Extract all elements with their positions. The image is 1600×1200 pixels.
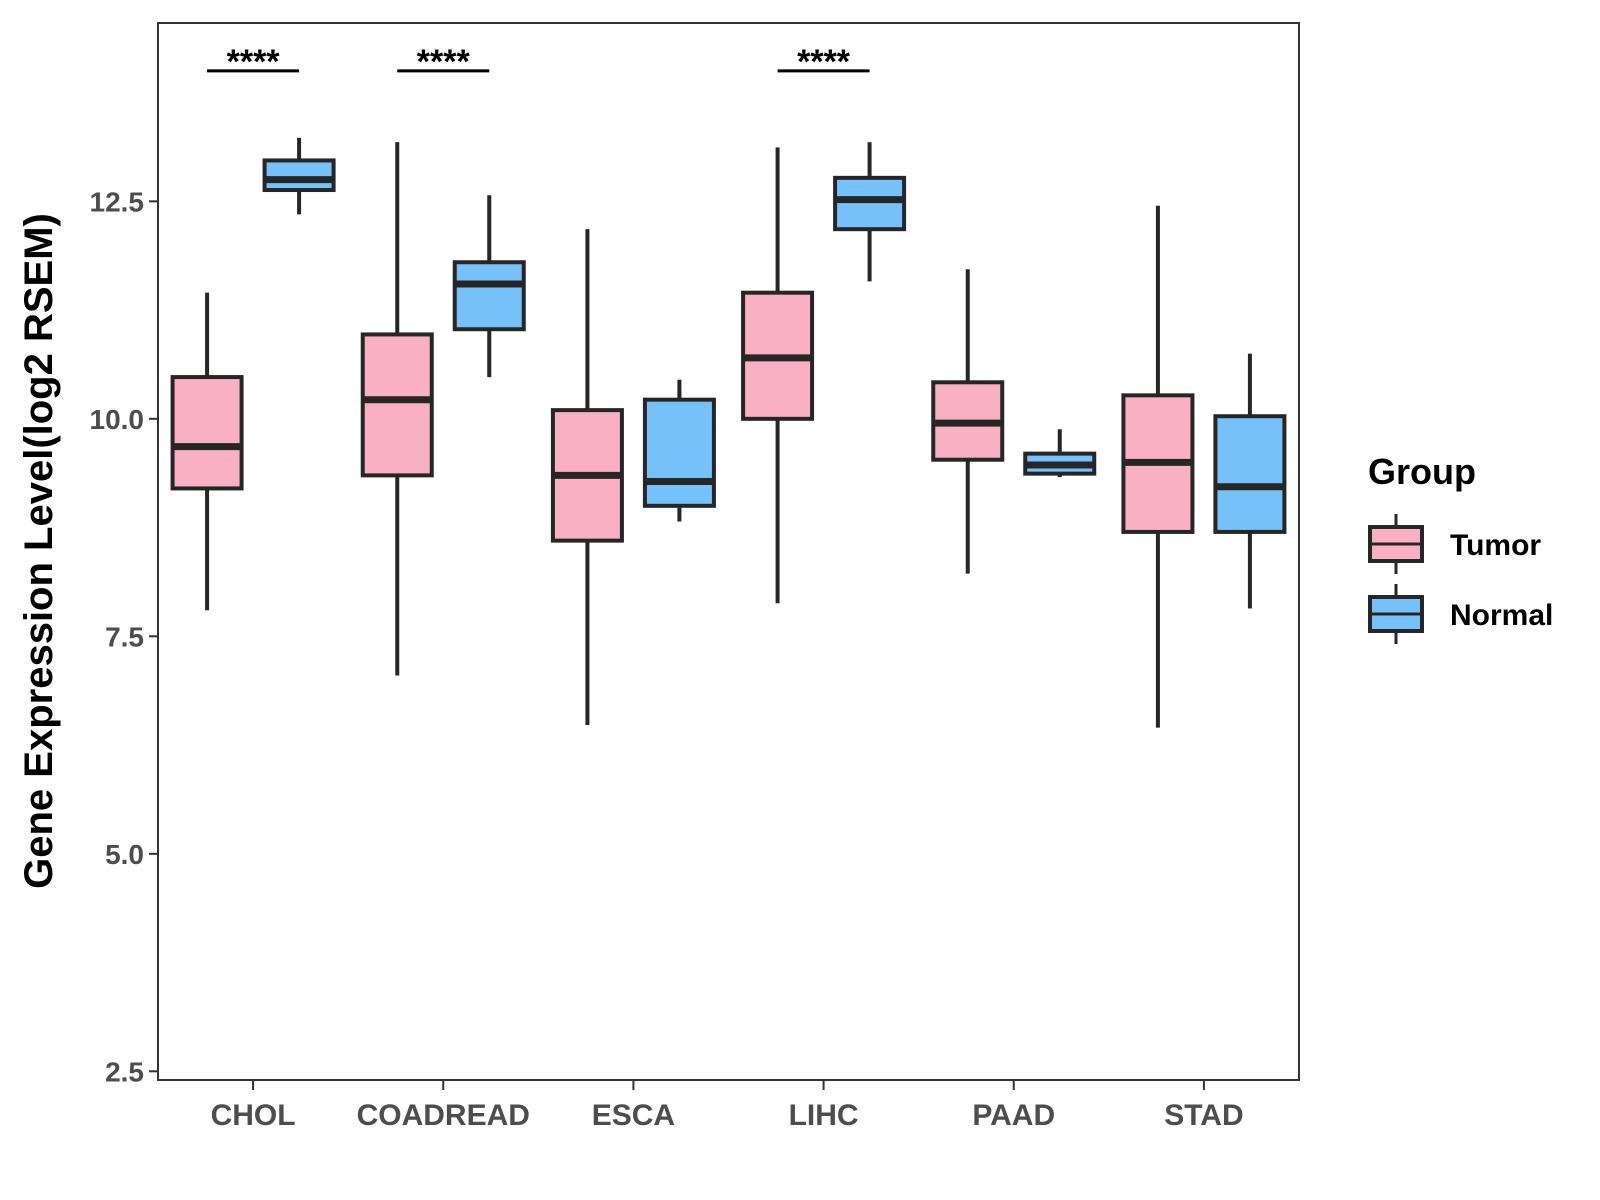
box-group-lihc-normal [833,142,907,282]
box-group-stad-normal [1213,353,1287,609]
box-group-esca-normal [642,379,716,522]
significance-label-coadread: **** [417,43,471,81]
significance-label-lihc: **** [797,43,851,81]
box-group-coadread-normal [452,195,526,378]
box-esca-normal [642,397,716,508]
box-lihc-normal [833,175,907,232]
box-coadread-tumor [360,332,434,478]
legend-item-tumor: Tumor [1368,514,1541,574]
box-group-stad-tumor [1121,205,1195,728]
plot-background [158,23,1299,1080]
y-tick-label-12-5: 12.5 [90,186,145,217]
box-coadread-normal [452,260,526,332]
legend-item-normal: Normal [1368,584,1553,644]
chart-marks: **** **** **** [170,43,1287,728]
y-tick-label-2-5: 2.5 [105,1056,144,1087]
legend-label-normal: Normal [1450,599,1553,632]
box-chol-tumor [170,375,244,491]
y-axis-title: Gene Expression Level(log2 RSEM) [17,213,61,889]
box-group-lihc-tumor [741,147,815,604]
legend: Group Tumor Normal [1368,451,1553,644]
x-tick-label-lihc: LIHC [789,1099,859,1132]
x-tick-label-chol: CHOL [211,1099,296,1132]
x-tick-label-stad: STAD [1164,1099,1243,1132]
box-group-paad-normal [1023,429,1097,478]
box-group-coadread-tumor [360,142,434,676]
box-group-paad-tumor [931,269,1005,574]
x-tick-label-coadread: COADREAD [357,1099,530,1132]
box-group-esca-tumor [550,229,624,726]
y-tick-label-7-5: 7.5 [105,621,144,652]
legend-title: Group [1368,451,1476,492]
box-chol-normal [262,158,336,193]
x-tick-label-esca: ESCA [592,1099,675,1132]
legend-label-tumor: Tumor [1450,529,1541,562]
box-stad-normal [1213,414,1287,534]
chart-axes: 2.5 5.0 7.5 10.0 12.5 CHOL COADREAD ESCA LIHC PAA… [90,186,1244,1132]
y-tick-label-5-0: 5.0 [105,839,144,870]
plot-panel-border [157,22,1300,1081]
significance-label-chol: **** [227,43,281,81]
x-tick-label-paad: PAAD [972,1099,1055,1132]
y-tick-label-10-0: 10.0 [90,404,145,435]
box-group-chol-tumor [170,292,244,611]
box-group-chol-normal [262,137,336,215]
